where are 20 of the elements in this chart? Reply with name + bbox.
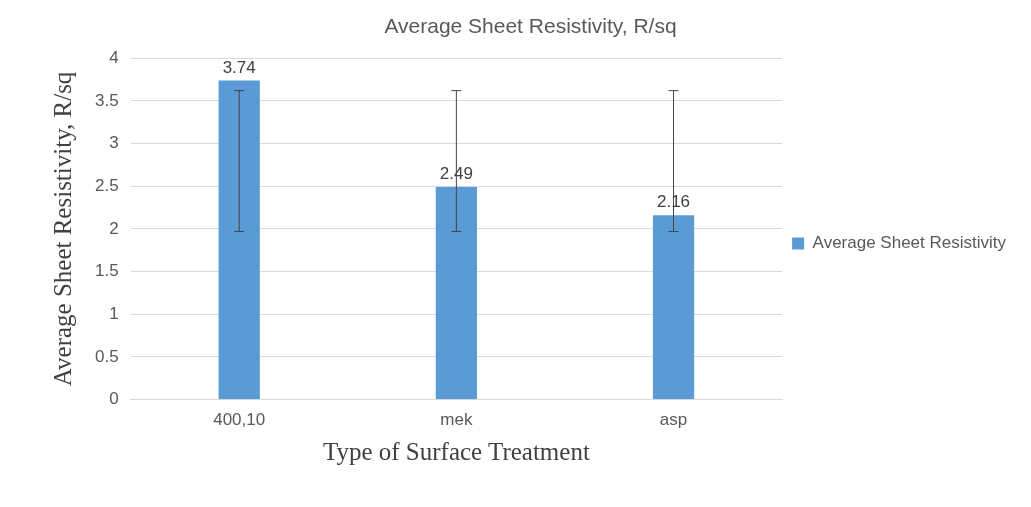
bar	[218, 80, 260, 400]
data-label: 3.74	[222, 57, 256, 77]
y-tick-label: 3.5	[94, 90, 119, 110]
y-tick-label: 1.5	[94, 261, 119, 281]
legend-label: Average Sheet Resistivity	[812, 233, 1007, 253]
y-tick-label: 3	[109, 133, 119, 153]
y-tick-label: 2.5	[94, 175, 119, 195]
bar	[652, 215, 695, 400]
y-tick-label: 0	[109, 389, 119, 409]
x-axis-title: Type of Surface Treatment	[322, 437, 590, 465]
bar	[435, 187, 477, 400]
y-tick-label: 1	[109, 303, 119, 323]
y-tick-label: 0.5	[94, 346, 119, 366]
y-tick-label: 2	[109, 218, 119, 238]
chart-title: Average Sheet Resistivity, R/sq	[384, 14, 677, 38]
x-tick-label: 400,10	[213, 410, 266, 430]
y-axis-title: Average Sheet Resistivity, R/sq	[48, 71, 76, 387]
x-tick-label: mek	[440, 410, 473, 430]
x-tick-label: asp	[659, 410, 688, 430]
y-tick-label: 4	[109, 47, 119, 67]
